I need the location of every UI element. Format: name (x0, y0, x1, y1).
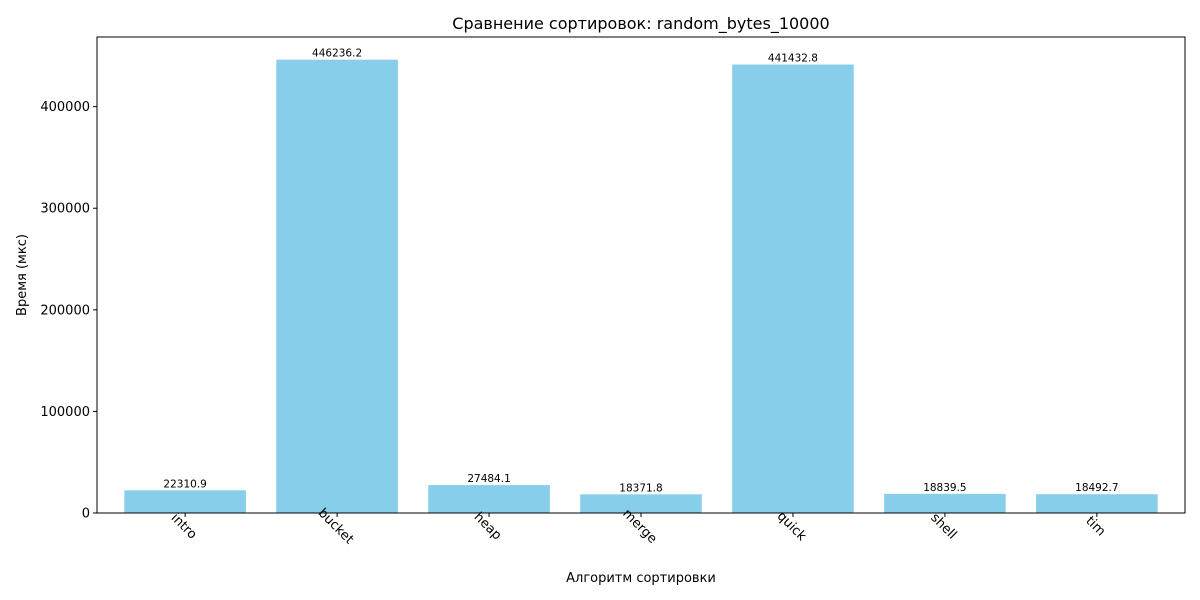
plot-frame (96, 36, 1186, 514)
bar-tim (1036, 494, 1158, 513)
x-axis-label: Алгоритм сортировки (566, 571, 716, 586)
x-tick-label-tim: tim (1082, 514, 1108, 540)
bar-merge (580, 494, 702, 513)
data-label-tim: 18492.7 (1075, 482, 1118, 494)
y-tick-label: 100000 (40, 405, 90, 420)
bar-intro (124, 490, 246, 513)
data-label-quick: 441432.8 (768, 53, 818, 65)
bars-group: 22310.9 446236.2 27484.1 18371.8 441432.8 188… (124, 48, 1158, 514)
bar-shell (884, 493, 1006, 513)
data-label-shell: 18839.5 (923, 482, 966, 494)
x-tick-label-quick: quick (774, 509, 810, 545)
y-tick-label: 400000 (40, 100, 90, 115)
chart-title: Сравнение сортировок: random_bytes_10000 (452, 14, 829, 34)
x-tick-label-intro: intro (168, 511, 200, 543)
x-tick-label-heap: heap (471, 510, 505, 544)
bar-quick (732, 64, 854, 514)
data-label-bucket: 446236.2 (312, 48, 362, 60)
bar-bucket (276, 59, 398, 513)
y-tick-label: 300000 (40, 202, 90, 217)
x-tick-label-shell: shell (927, 511, 959, 543)
y-tick-label: 200000 (40, 303, 90, 318)
data-label-merge: 18371.8 (619, 482, 662, 494)
y-tick-label: 0 (82, 507, 90, 522)
data-label-intro: 22310.9 (163, 478, 206, 490)
y-axis-label: Время (мкс) (15, 234, 30, 316)
bar-heap (428, 485, 550, 513)
data-label-heap: 27484.1 (467, 473, 510, 485)
